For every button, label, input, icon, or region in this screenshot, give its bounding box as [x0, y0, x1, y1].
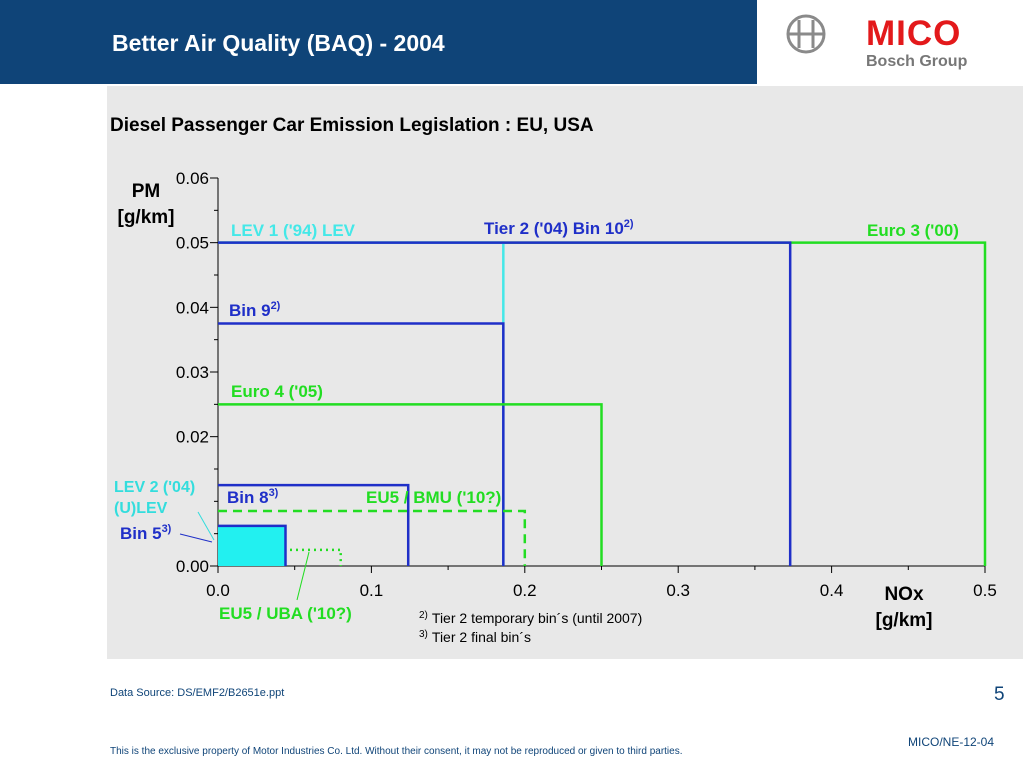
x-tick-label: 0.3 — [666, 581, 690, 600]
document-code: MICO/NE-12-04 — [908, 735, 995, 749]
header-bar — [0, 0, 757, 84]
y-tick-label: 0.00 — [176, 557, 209, 576]
brand-name: MICO — [866, 14, 962, 53]
label-bin5: Bin 53) — [120, 523, 172, 543]
x-tick-label: 0.0 — [206, 581, 230, 600]
bosch-armature-icon — [786, 14, 826, 54]
region-boundary — [218, 524, 287, 566]
y-tick-label: 0.04 — [176, 298, 209, 317]
label-tier2-bin10: Tier 2 ('04) Bin 102) — [484, 218, 634, 238]
data-source: Data Source: DS/EMF2/B2651e.ppt — [110, 687, 285, 699]
logo-area — [757, 0, 1023, 84]
brand-subtitle: Bosch Group — [866, 53, 968, 70]
region-boundary — [218, 403, 603, 566]
x-tick-label: 0.2 — [513, 581, 537, 600]
y-axis-unit: [g/km] — [118, 207, 175, 228]
region-boundary — [218, 322, 505, 566]
y-tick-label: 0.05 — [176, 234, 209, 253]
footnote: 2) Tier 2 temporary bin´s (until 2007) — [419, 610, 642, 626]
footnote: 3) Tier 2 final bin´s — [419, 629, 531, 645]
region-boundary — [218, 483, 410, 566]
x-axis-unit: [g/km] — [876, 610, 933, 631]
y-tick-label: 0.02 — [176, 428, 209, 447]
x-tick-label: 0.5 — [973, 581, 997, 600]
x-tick-label: 0.1 — [360, 581, 384, 600]
label-lev1: LEV 1 ('94) LEV — [231, 221, 356, 240]
y-axis-label: PM — [132, 181, 161, 202]
property-notice: This is the exclusive property of Motor … — [110, 746, 683, 757]
x-tick-label: 0.4 — [820, 581, 844, 600]
region-fill — [218, 525, 286, 566]
y-tick-label: 0.06 — [176, 169, 209, 188]
leader-ulev — [197, 511, 215, 541]
page-title: Better Air Quality (BAQ) - 2004 — [112, 30, 445, 56]
label-euro4: Euro 4 ('05) — [231, 382, 323, 401]
leader-bin5 — [179, 533, 213, 543]
label-euro3: Euro 3 ('00) — [867, 221, 959, 240]
label-lev2: LEV 2 ('04) — [114, 479, 195, 496]
page-number: 5 — [994, 684, 1005, 705]
label-eu5-uba: EU5 / UBA ('10?) — [219, 604, 352, 623]
region-boundary — [218, 241, 792, 566]
region-boundary — [218, 509, 527, 566]
label-eu5-bmu: EU5 / BMU ('10?) — [366, 488, 501, 507]
chart-title: Diesel Passenger Car Emission Legislatio… — [110, 115, 594, 136]
x-axis-label: NOx — [884, 584, 924, 605]
region-boundary — [218, 548, 342, 566]
label-ulev: (U)LEV — [114, 500, 168, 517]
y-tick-label: 0.03 — [176, 363, 209, 382]
leader-eu5-uba — [296, 551, 310, 601]
label-bin9: Bin 92) — [229, 300, 281, 320]
label-bin8: Bin 83) — [227, 487, 279, 507]
